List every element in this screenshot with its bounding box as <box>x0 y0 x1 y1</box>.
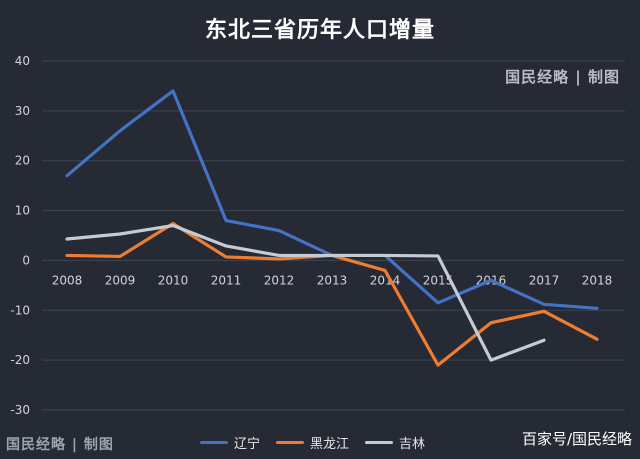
source-credit: 百家号/国民经略 <box>521 430 632 448</box>
x-tick-label: 2010 <box>158 273 189 287</box>
brand-watermark-top: 国民经略 | 制图 <box>505 68 620 86</box>
legend: 辽宁 黑龙江 吉林 <box>200 433 425 452</box>
y-axis: 40 30 20 10 0 -10 -20 -30 <box>10 54 30 417</box>
x-tick-label: 2012 <box>264 273 295 287</box>
x-tick-label: 2017 <box>529 273 560 287</box>
chart-title: 东北三省历年人口增量 <box>204 18 435 43</box>
x-tick-label: 2014 <box>370 273 401 287</box>
y-tick-label: 20 <box>15 154 30 168</box>
legend-swatch <box>276 441 305 444</box>
x-tick-label: 2009 <box>105 273 136 287</box>
series-line-2 <box>65 221 599 367</box>
y-tick-label: -20 <box>10 353 30 367</box>
legend-label: 吉林 <box>399 437 426 452</box>
y-tick-label: -30 <box>10 403 30 417</box>
legend-swatch <box>200 441 228 444</box>
y-tick-label: 40 <box>15 54 30 68</box>
series-line-3 <box>65 223 546 362</box>
y-tick-label: 30 <box>15 104 30 118</box>
legend-item: 吉林 <box>365 433 425 452</box>
x-tick-label: 2013 <box>317 273 348 287</box>
legend-label: 黑龙江 <box>310 437 350 452</box>
x-axis: 2008 2009 2010 2011 2012 2013 2014 2015 2016 2017… <box>52 273 613 287</box>
y-tick-label: 0 <box>22 253 30 267</box>
legend-item: 辽宁 <box>200 433 260 452</box>
legend-swatch <box>365 441 394 444</box>
legend-item: 黑龙江 <box>276 433 349 452</box>
x-tick-label: 2015 <box>423 273 454 287</box>
legend-label: 辽宁 <box>234 437 261 452</box>
x-tick-label: 2018 <box>582 273 613 287</box>
y-tick-label: -10 <box>10 303 30 317</box>
x-tick-label: 2008 <box>52 273 83 287</box>
gridlines <box>42 60 625 411</box>
brand-watermark-bottom: 国民经略 | 制图 <box>6 437 114 453</box>
x-tick-label: 2011 <box>211 273 242 287</box>
series-lines <box>65 89 599 367</box>
y-tick-label: 10 <box>15 204 30 218</box>
